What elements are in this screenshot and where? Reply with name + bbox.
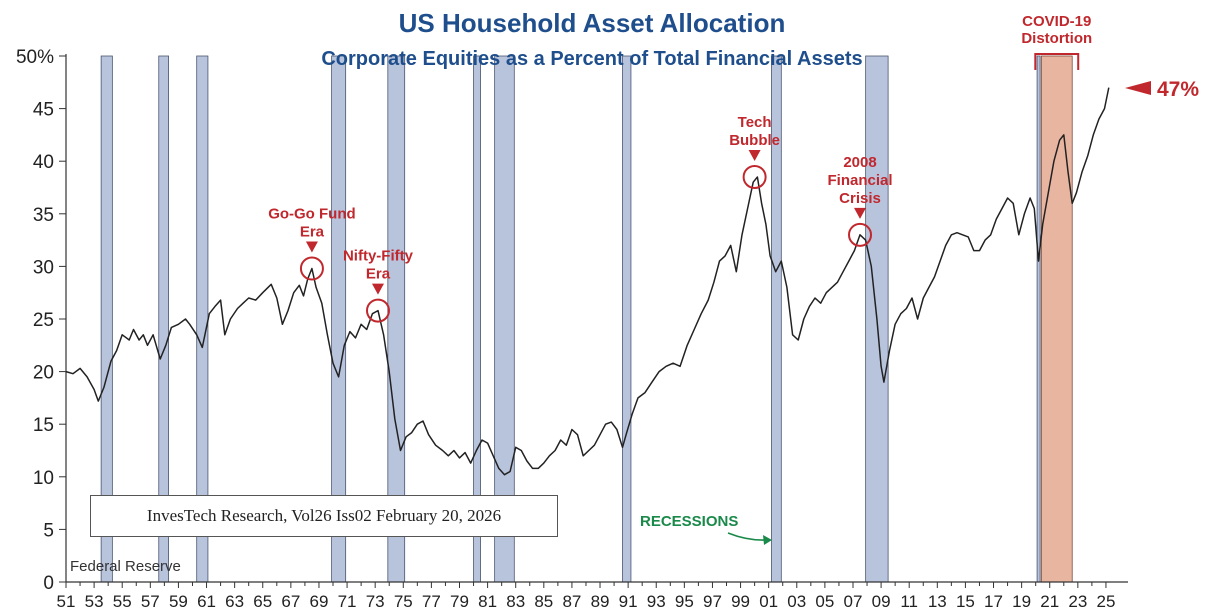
annotation-arrowhead-3 <box>854 207 867 219</box>
x-tick-label: 23 <box>1068 592 1087 611</box>
current-value-label: 47% <box>1157 78 1199 101</box>
y-tick-label: 30 <box>33 257 54 278</box>
x-tick-label: 75 <box>394 592 413 611</box>
x-tick-label: 69 <box>309 592 328 611</box>
x-tick-label: 19 <box>1012 592 1031 611</box>
x-tick-label: 01 <box>759 592 778 611</box>
y-tick-label: 45 <box>33 100 54 121</box>
x-tick-label: 21 <box>1040 592 1059 611</box>
annotation-text-2-1: Bubble <box>729 132 780 149</box>
annotation-text-1-0: Nifty-Fifty <box>343 248 414 265</box>
x-tick-label: 81 <box>478 592 497 611</box>
x-tick-label: 25 <box>1096 592 1115 611</box>
annotation-text-1-1: Era <box>366 266 391 283</box>
y-tick-label: 25 <box>33 310 54 331</box>
annotation-circle-2 <box>742 164 767 189</box>
x-tick-label: 63 <box>225 592 244 611</box>
recession-band-10 <box>1036 55 1041 583</box>
y-tick-label: 35 <box>33 205 54 226</box>
x-tick-label: 59 <box>169 592 188 611</box>
recessions-label: RECESSIONS <box>640 513 738 530</box>
source-label: Federal Reserve <box>70 558 181 575</box>
x-tick-label: 51 <box>57 592 76 611</box>
y-tick-label: 40 <box>33 152 54 173</box>
recessions-arrowhead <box>763 535 772 545</box>
x-tick-label: 15 <box>956 592 975 611</box>
x-tick-label: 67 <box>281 592 300 611</box>
x-tick-label: 85 <box>534 592 553 611</box>
y-tick-label: 5 <box>43 520 54 541</box>
annotation-arrowhead-1 <box>371 283 384 295</box>
covid-label-line-0: COVID-19 <box>1022 13 1091 30</box>
x-tick-label: 99 <box>731 592 750 611</box>
x-tick-label: 09 <box>872 592 891 611</box>
y-tick-label: 10 <box>33 468 54 489</box>
annotation-text-0-0: Go-Go Fund <box>268 206 355 223</box>
annotation-circle-3 <box>848 222 873 247</box>
x-tick-label: 11 <box>900 592 918 611</box>
x-tick-label: 55 <box>113 592 132 611</box>
x-tick-label: 97 <box>703 592 722 611</box>
covid-bracket <box>1034 53 1080 70</box>
annotation-text-3-1: Financial <box>827 172 892 189</box>
x-tick-label: 61 <box>197 592 216 611</box>
x-tick-label: 83 <box>506 592 525 611</box>
covid-distortion-rect <box>1040 55 1073 583</box>
x-tick-label: 65 <box>253 592 272 611</box>
x-tick-label: 91 <box>619 592 638 611</box>
credit-box: InvesTech Research, Vol26 Iss02 February… <box>90 495 558 537</box>
annotation-circle-1 <box>365 298 390 323</box>
x-tick-label: 71 <box>338 592 357 611</box>
x-tick-label: 13 <box>928 592 947 611</box>
x-tick-label: 73 <box>366 592 385 611</box>
x-tick-label: 89 <box>591 592 610 611</box>
chart-title: US Household Asset Allocation <box>399 8 786 38</box>
y-tick-label: 0 <box>43 573 54 594</box>
series-line-group <box>65 87 1110 476</box>
recession-band-7 <box>622 55 632 583</box>
x-tick-label: 05 <box>815 592 834 611</box>
annotation-arrowhead-2 <box>748 149 761 161</box>
x-tick-label: 07 <box>844 592 863 611</box>
annotation-text-3-2: Crisis <box>839 190 881 207</box>
annotation-text-0-1: Era <box>300 224 325 241</box>
x-tick-label: 57 <box>141 592 160 611</box>
current-value-arrow-icon <box>1125 81 1151 95</box>
y-tick-label: 20 <box>33 363 54 384</box>
x-tick-label: 03 <box>787 592 806 611</box>
annotations: Go-Go FundEraNifty-FiftyEraTechBubble200… <box>268 114 893 323</box>
annotation-arrowhead-0 <box>305 241 318 253</box>
x-tick-label: 17 <box>984 592 1003 611</box>
y-tick-label: 15 <box>33 415 54 436</box>
series-line-0 <box>65 87 1110 476</box>
chart-subtitle: Corporate Equities as a Percent of Total… <box>321 48 862 70</box>
recessions-arrow <box>727 532 769 541</box>
annotation-text-3-0: 2008 <box>843 154 876 171</box>
x-tick-label: 87 <box>562 592 581 611</box>
x-tick-label: 79 <box>450 592 469 611</box>
x-tick-label: 95 <box>675 592 694 611</box>
x-tick-label: 93 <box>647 592 666 611</box>
y-tick-label: 50% <box>16 47 54 68</box>
annotation-text-2-0: Tech <box>738 114 772 131</box>
annotation-circle-0 <box>299 256 324 281</box>
x-tick-label: 53 <box>85 592 104 611</box>
covid-label-line-1: Distortion <box>1021 30 1092 47</box>
x-tick-label: 77 <box>422 592 441 611</box>
